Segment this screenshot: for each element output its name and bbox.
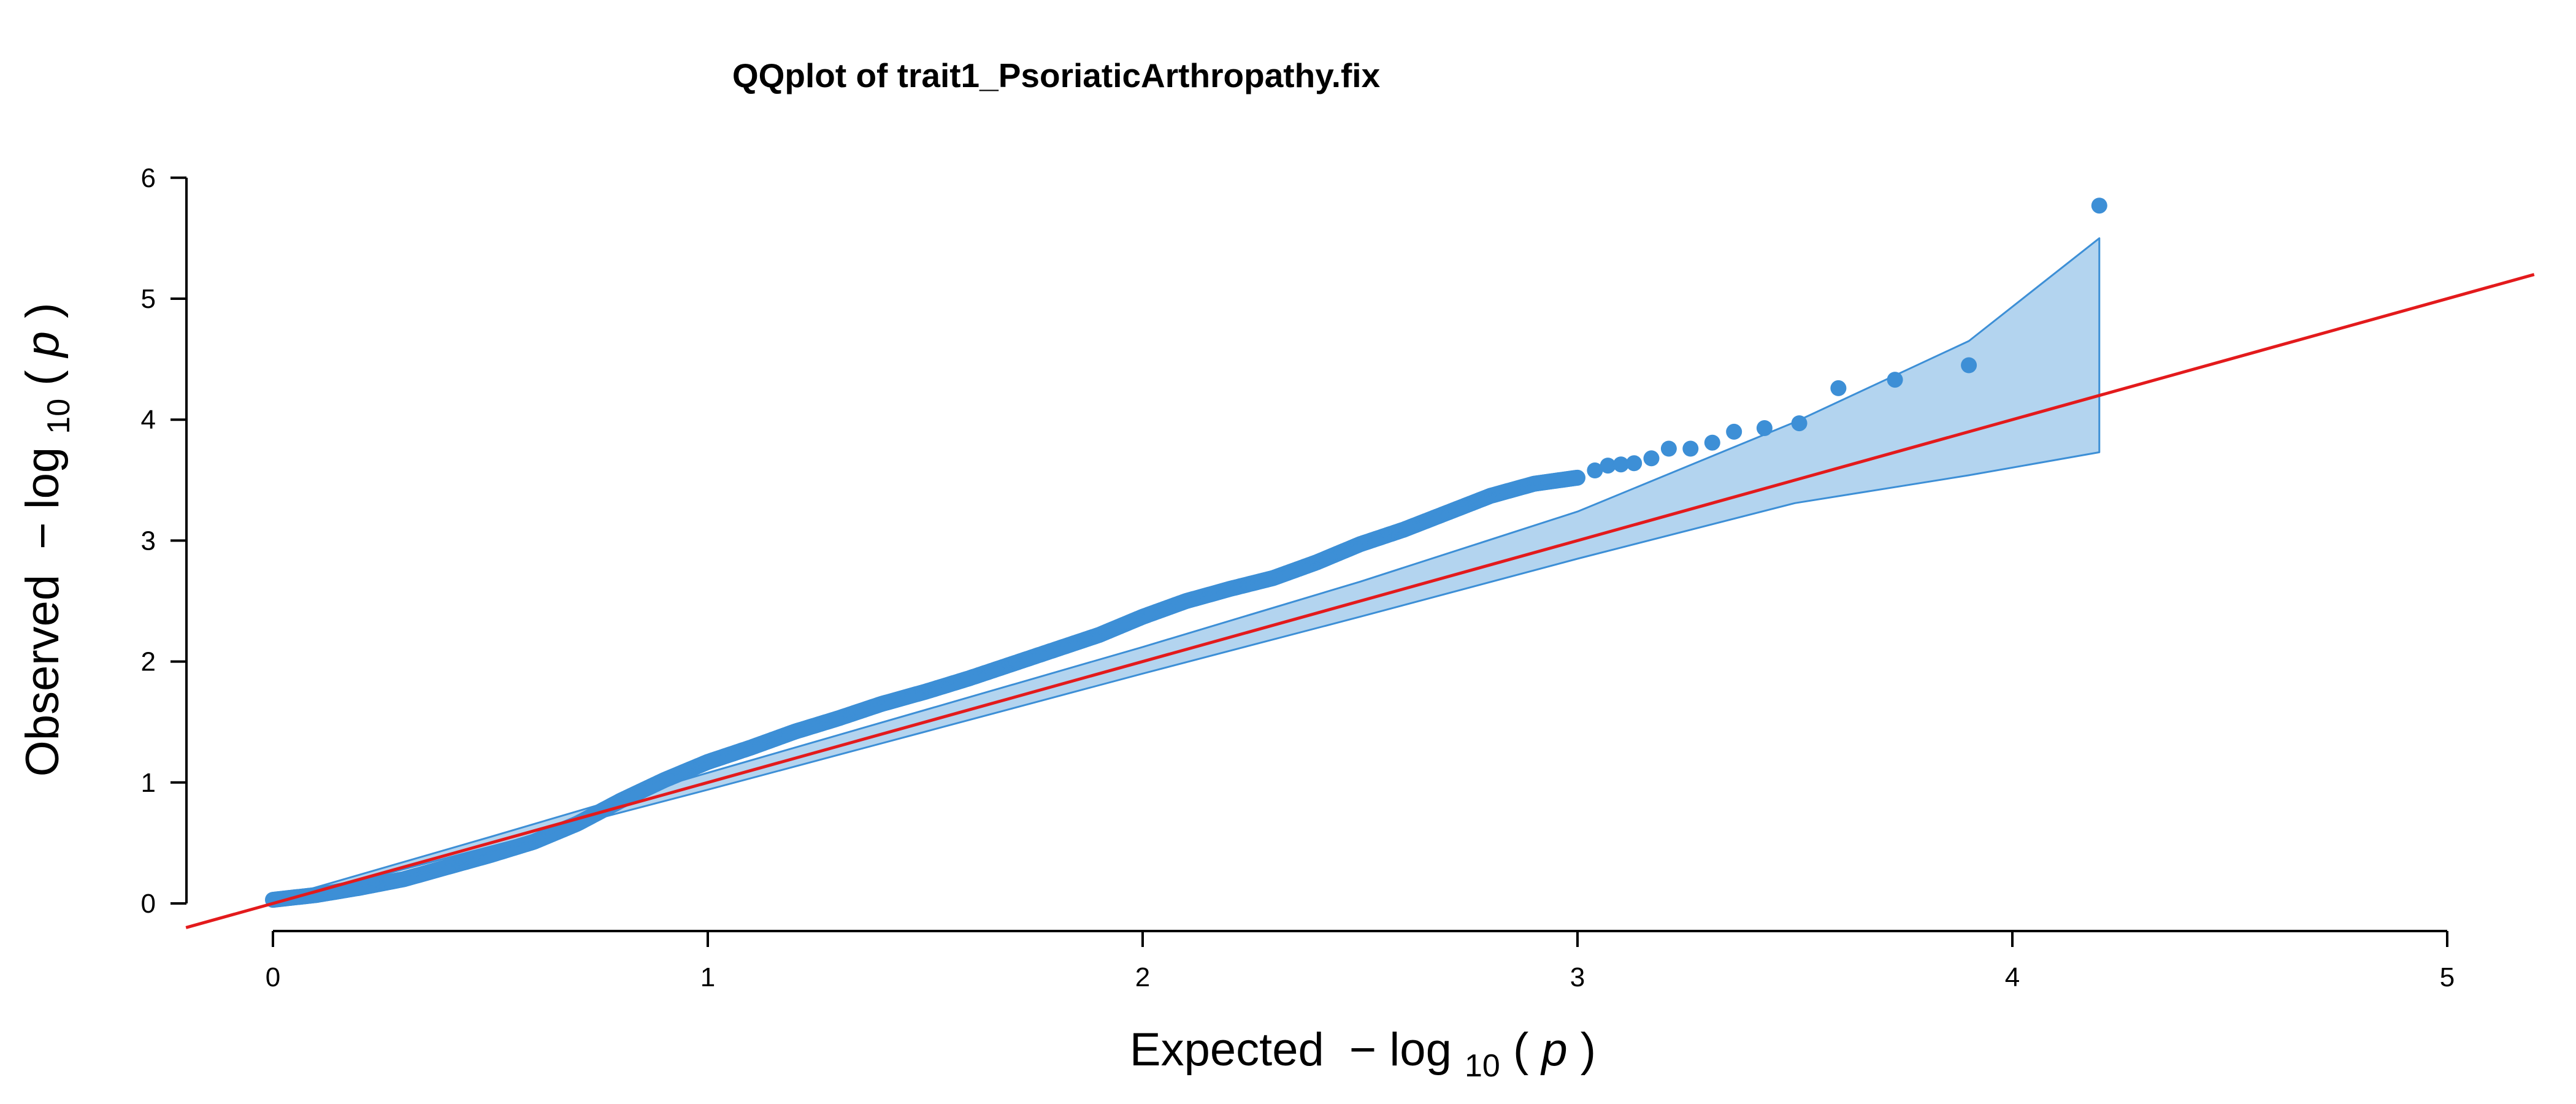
y-axis-label-base: 10 [41, 399, 77, 434]
chart-title: QQplot of trait1_PsoriaticArthropathy.fi… [732, 56, 1381, 94]
data-point [1570, 469, 1585, 486]
y-tick-label: 3 [141, 526, 156, 556]
y-tick-label: 4 [141, 405, 156, 435]
data-point [1830, 380, 1847, 396]
data-point [1961, 357, 1977, 374]
x-tick-label: 2 [1135, 962, 1150, 992]
data-point [1643, 450, 1660, 467]
x-axis-label-close: ) [1581, 1024, 1596, 1076]
x-axis-label-prefix: Expected [1130, 1024, 1324, 1076]
x-tick-label: 4 [2005, 962, 2020, 992]
data-point [1600, 458, 1616, 474]
data-point [1660, 440, 1677, 457]
y-tick-label: 5 [141, 284, 156, 314]
x-axis: 0 1 2 3 4 5 [266, 930, 2455, 992]
data-point [1756, 420, 1773, 436]
x-tick-label: 3 [1570, 962, 1585, 992]
reference-line [185, 273, 2535, 929]
data-point [1682, 440, 1699, 457]
y-tick-label: 0 [141, 889, 156, 919]
y-axis-label-minus: − [17, 522, 69, 549]
confidence-band-area [272, 237, 2101, 905]
data-point [1626, 455, 1643, 472]
y-axis-label: Observed − log 10 ( p ) [17, 303, 80, 777]
x-axis-label: Expected − log 10 ( p ) [1130, 1024, 1596, 1087]
x-axis-label-open: ( [1513, 1024, 1528, 1076]
y-axis: 0 1 2 3 4 5 6 [141, 163, 188, 919]
x-axis-label-minus: − [1349, 1024, 1376, 1076]
data-point [1791, 415, 1807, 432]
confidence-band [272, 237, 2101, 905]
data-point [2091, 197, 2107, 214]
data-point [1887, 372, 1903, 388]
x-axis-label-log: log [1389, 1024, 1451, 1076]
x-tick-label: 1 [700, 962, 715, 992]
x-tick-label: 5 [2440, 962, 2455, 992]
y-axis-label-var: p [17, 331, 69, 358]
data-point [1726, 423, 1742, 440]
y-axis-label-prefix: Observed [17, 575, 69, 777]
data-point [1704, 434, 1720, 451]
reference-line-y-equals-x [185, 273, 2535, 929]
data-point [1587, 462, 1603, 478]
data-points [265, 197, 2107, 908]
data-point [1612, 456, 1629, 473]
x-tick-label: 0 [266, 962, 280, 992]
y-axis-label-log: log [17, 447, 69, 509]
x-axis-label-base: 10 [1465, 1048, 1500, 1084]
y-tick-label: 1 [141, 768, 156, 798]
x-axis-label-var: p [1540, 1024, 1567, 1076]
y-axis-label-open: ( [17, 370, 69, 385]
y-tick-label: 2 [141, 647, 156, 677]
y-tick-label: 6 [141, 163, 156, 193]
y-axis-label-close: ) [17, 303, 69, 318]
